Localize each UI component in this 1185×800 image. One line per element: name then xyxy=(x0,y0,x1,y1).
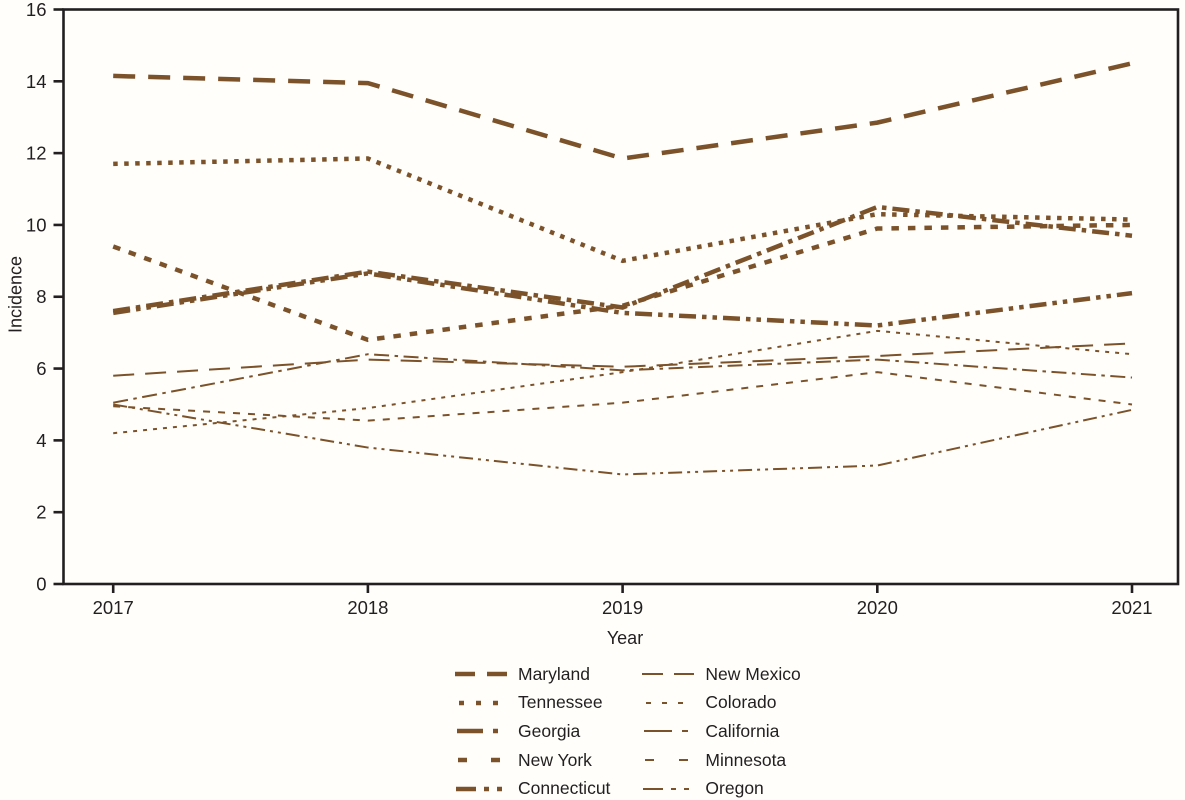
legend-column-left: Maryland Tennessee Georgia New York Conn… xyxy=(455,660,610,800)
legend-label: Georgia xyxy=(518,720,581,741)
tennessee-line-sample xyxy=(459,700,507,706)
y-tick-label: 6 xyxy=(36,358,46,379)
x-tick-label: 2019 xyxy=(602,597,643,618)
legend-item-california: California xyxy=(642,717,800,746)
y-tick-label: 4 xyxy=(36,430,46,451)
california-line-sample xyxy=(644,730,695,733)
legend-item-new-york: New York xyxy=(455,746,610,775)
legend-item-tennessee: Tennessee xyxy=(455,689,610,718)
series-line-minnesota xyxy=(113,371,1133,422)
x-tick-label: 2021 xyxy=(1111,597,1152,618)
x-tick-label: 2017 xyxy=(93,597,134,618)
legend-item-colorado: Colorado xyxy=(642,689,800,718)
legend-column-right: New Mexico Colorado California Minnesota… xyxy=(642,660,801,800)
series-line-new-mexico xyxy=(113,342,1133,377)
y-tick-label: 10 xyxy=(26,214,47,235)
plot-border xyxy=(62,8,1180,586)
y-tick-label: 2 xyxy=(36,502,46,523)
legend-label: Colorado xyxy=(705,692,777,713)
y-tick-label: 16 xyxy=(26,0,47,20)
series-line-new-york xyxy=(112,222,1133,343)
series-line-connecticut xyxy=(112,271,1133,328)
new-york-line-sample xyxy=(458,757,507,763)
x-tick-label: 2020 xyxy=(857,597,898,618)
georgia-line-sample xyxy=(457,729,507,734)
legend-item-connecticut: Connecticut xyxy=(455,774,610,800)
legend-label: New Mexico xyxy=(705,663,801,684)
series-line-tennessee xyxy=(113,156,1133,264)
legend-label: Connecticut xyxy=(518,778,611,799)
legend-label: Tennessee xyxy=(518,692,603,713)
oregon-line-sample xyxy=(643,787,695,790)
chart-legend: Maryland Tennessee Georgia New York Conn… xyxy=(455,660,801,800)
legend-label: Maryland xyxy=(518,663,590,684)
x-tick-label: 2018 xyxy=(347,597,388,618)
x-axis-title: Year xyxy=(606,628,644,648)
series-line-california xyxy=(113,353,1133,404)
legend-item-new-mexico: New Mexico xyxy=(642,660,801,689)
series-line-maryland xyxy=(113,61,1133,161)
connecticut-line-sample xyxy=(456,786,507,791)
legend-item-georgia: Georgia xyxy=(455,717,610,746)
plot-area: 0 2 4 6 8 10 12 14 16 2017 2018 2019 2020 2021 xyxy=(26,0,1180,618)
legend-item-oregon: Oregon xyxy=(642,774,800,800)
legend-item-maryland: Maryland xyxy=(455,660,610,689)
minnesota-line-sample xyxy=(645,759,695,762)
y-axis-title: Incidence xyxy=(5,255,26,334)
y-tick-label: 0 xyxy=(36,573,46,594)
colorado-line-sample xyxy=(646,701,695,704)
legend-item-minnesota: Minnesota xyxy=(642,746,800,775)
legend-label: Minnesota xyxy=(705,749,787,770)
new-mexico-line-sample xyxy=(642,673,695,676)
legend-label: New York xyxy=(518,749,592,770)
y-tick-label: 14 xyxy=(26,71,47,92)
series-line-colorado xyxy=(113,329,1133,435)
maryland-line-sample xyxy=(455,672,507,677)
y-tick-label: 8 xyxy=(36,286,46,307)
y-tick-label: 12 xyxy=(26,143,47,164)
legend-label: California xyxy=(705,720,780,741)
legend-label: Oregon xyxy=(705,778,764,799)
